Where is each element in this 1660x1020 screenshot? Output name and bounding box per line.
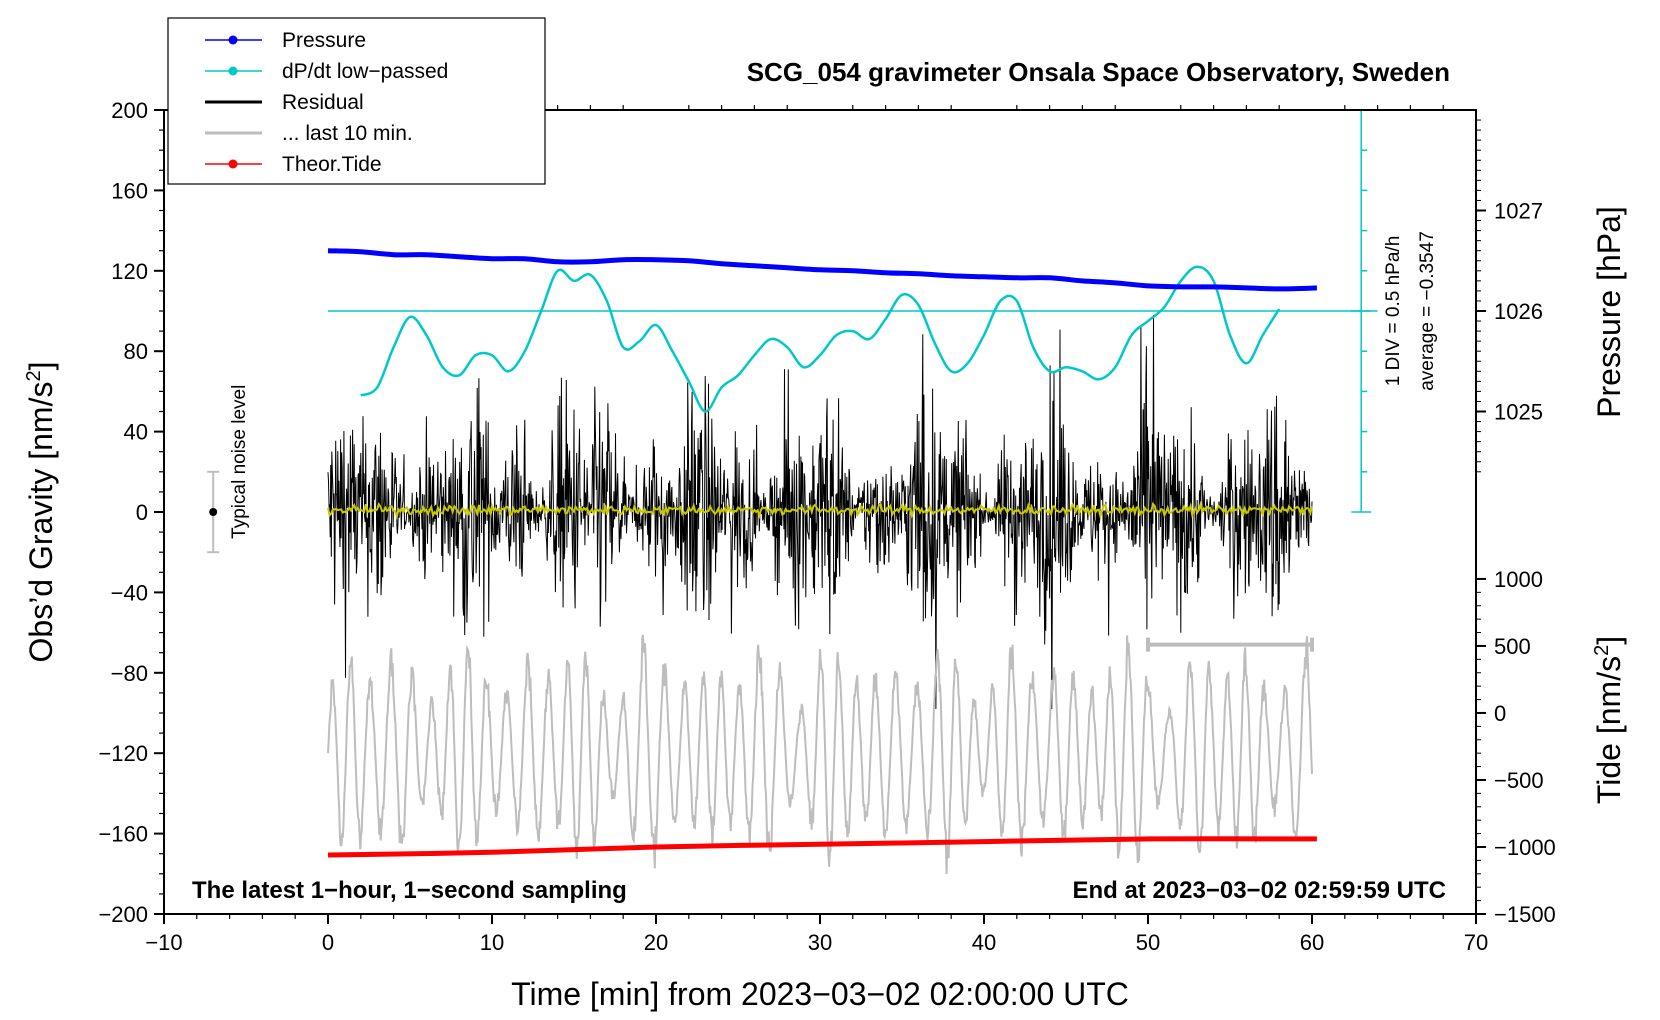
footer-left: The latest 1−hour, 1−second sampling — [192, 877, 627, 904]
theoretical-tide-line — [327, 836, 1317, 858]
y-tick-label: 80 — [124, 339, 148, 364]
pressure-line — [327, 248, 1317, 292]
residual-line — [327, 314, 1313, 710]
y-axis-tide-title-close: ] — [1591, 636, 1627, 645]
tide-tick-label: −1500 — [1494, 902, 1556, 927]
last-10-min-bracket — [1146, 637, 1314, 652]
y-axis-tide-title: Tide [nm/s2] — [1591, 636, 1627, 804]
last-10-min-series — [327, 634, 1313, 875]
chart-title: SCG_054 gravimeter Onsala Space Observat… — [747, 57, 1450, 87]
y-tick-label: 120 — [111, 259, 148, 284]
noise-level-bar — [207, 470, 220, 554]
x-tick-label: 70 — [1464, 930, 1488, 955]
last-10-min-line — [327, 634, 1313, 875]
legend-label: ... last 10 min. — [282, 122, 413, 145]
x-tick-label: 10 — [480, 930, 504, 955]
x-axis: −10 0 10 20 30 40 50 60 70 — [145, 105, 1488, 955]
legend-swatch-dot — [228, 66, 238, 76]
legend-label: dP/dt low−passed — [282, 60, 448, 83]
y-tick-label: −80 — [111, 661, 148, 686]
y-axis-left-title-sup: 2 — [23, 370, 45, 381]
residual-series — [327, 314, 1313, 710]
dpdt-scale-label: 1 DIV = 0.5 hPa/h — [1383, 236, 1404, 387]
y-tick-label: −160 — [98, 822, 148, 847]
tide-tick-label: 500 — [1494, 634, 1531, 659]
x-tick-label: 60 — [1300, 930, 1324, 955]
y-tick-label: 200 — [111, 98, 148, 123]
tide-tick-label: −500 — [1494, 768, 1544, 793]
residual-lowpass-line — [327, 500, 1313, 521]
y-tick-label: 40 — [124, 420, 148, 445]
legend-label: Pressure — [282, 29, 366, 52]
x-tick-label: 20 — [644, 930, 668, 955]
pressure-tick-label: 1025 — [1494, 400, 1543, 425]
y-axis-left-title: Obs’d Gravity [nm/s2] — [23, 362, 59, 663]
legend-swatch-dot — [228, 35, 238, 45]
legend-swatch-dot — [228, 159, 238, 169]
y-tick-label: 0 — [136, 500, 148, 525]
pressure-tick-label: 1027 — [1494, 199, 1543, 224]
footer-right: End at 2023−03−02 02:59:59 UTC — [1072, 877, 1446, 904]
y-axis-pressure-title: Pressure [hPa] — [1591, 206, 1627, 418]
noise-bar-dot — [209, 508, 218, 516]
y-tick-label: −120 — [98, 741, 148, 766]
pressure-tick-label: 1026 — [1494, 299, 1543, 324]
dpdt-lowpassed-line — [360, 265, 1281, 413]
y-axis-tide: 1000 500 0 −500 −1000 −1500 — [1476, 567, 1556, 927]
tide-tick-label: 1000 — [1494, 567, 1543, 592]
x-tick-label: 30 — [808, 930, 832, 955]
x-tick-label: 50 — [1136, 930, 1160, 955]
x-tick-label: 0 — [322, 930, 334, 955]
y-tick-label: −200 — [98, 902, 148, 927]
tide-tick-label: −1000 — [1494, 835, 1556, 860]
y-tick-label: 160 — [111, 178, 148, 203]
legend-label: Residual — [282, 91, 364, 114]
legend-label: Theor.Tide — [282, 153, 382, 176]
y-axis-left-title-close: ] — [23, 362, 59, 371]
y-axis-left-title-main: Obs’d Gravity [nm/s — [23, 382, 59, 663]
dpdt-average-label: average = −0.3547 — [1417, 231, 1438, 391]
y-axis-pressure: 1027 1026 1025 — [1476, 119, 1543, 473]
x-tick-label: 40 — [972, 930, 996, 955]
y-axis-left: 200 160 120 80 40 0 −40 −80 −120 −160 −200 — [98, 98, 164, 927]
x-axis-title: Time [min] from 2023−03−02 02:00:00 UTC — [511, 976, 1129, 1012]
y-axis-tide-title-main: Tide [nm/s — [1591, 656, 1627, 804]
y-axis-tide-title-sup: 2 — [1591, 645, 1613, 656]
x-tick-label: −10 — [145, 930, 182, 955]
noise-level-label: Typical noise level — [229, 385, 250, 539]
legend: Pressure dP/dt low−passed Residual ... last… — [167, 17, 546, 185]
y-tick-label: −40 — [111, 580, 148, 605]
tide-tick-label: 0 — [1494, 701, 1506, 726]
